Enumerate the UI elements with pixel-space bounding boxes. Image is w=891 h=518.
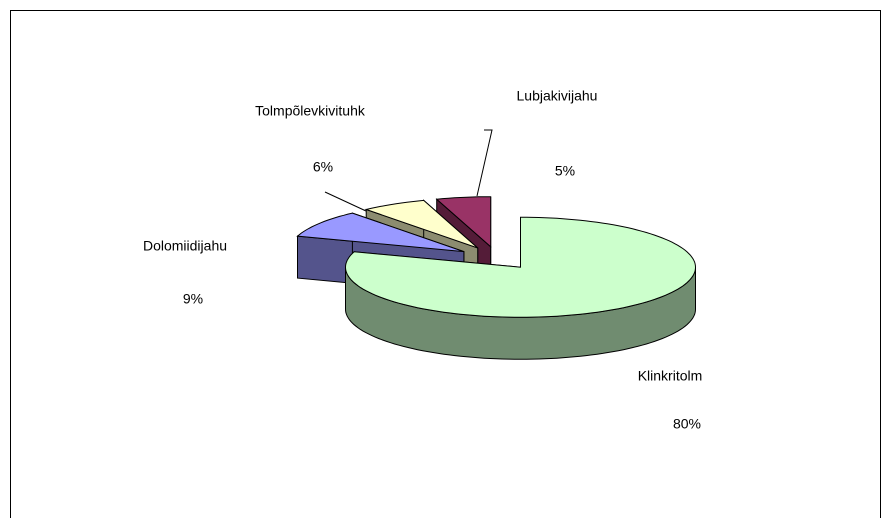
- slice: [364, 199, 479, 249]
- category-label: Dolomiidijahu: [143, 238, 227, 254]
- value-label: 80%: [673, 416, 701, 432]
- slice: [435, 196, 492, 248]
- slice: [296, 212, 465, 253]
- value-label: 6%: [313, 159, 333, 175]
- category-label: Tolmpõlevkivituhk: [255, 103, 366, 119]
- slice: [344, 216, 697, 318]
- category-label: Klinkritolm: [638, 368, 703, 384]
- category-label: Lubjakivijahu: [517, 88, 598, 104]
- leader-line: [476, 129, 493, 197]
- value-label: 5%: [555, 163, 575, 179]
- chart-frame: [10, 10, 881, 518]
- value-label: 9%: [183, 291, 203, 307]
- leader-line: [324, 191, 367, 212]
